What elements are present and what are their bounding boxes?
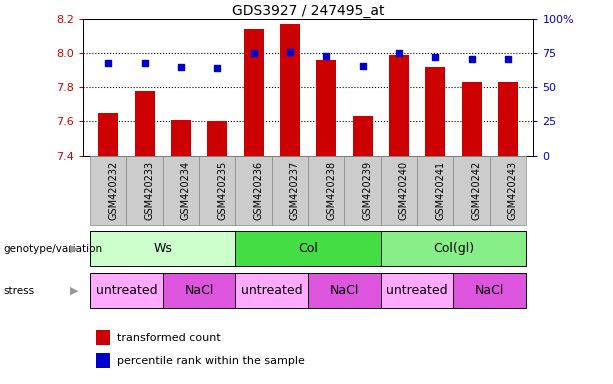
Bar xyxy=(381,273,454,308)
Point xyxy=(503,56,513,62)
Text: NaCl: NaCl xyxy=(475,285,504,297)
Bar xyxy=(454,273,526,308)
Bar xyxy=(389,55,409,156)
Bar xyxy=(381,156,417,225)
Title: GDS3927 / 247495_at: GDS3927 / 247495_at xyxy=(232,4,384,18)
Bar xyxy=(126,156,162,225)
Text: transformed count: transformed count xyxy=(116,333,220,343)
Bar xyxy=(462,82,482,156)
Bar xyxy=(280,24,300,156)
Bar xyxy=(162,156,199,225)
Text: GSM420241: GSM420241 xyxy=(435,161,445,220)
Point xyxy=(430,54,440,60)
Text: untreated: untreated xyxy=(241,285,302,297)
Text: ▶: ▶ xyxy=(70,244,78,254)
Point xyxy=(285,49,295,55)
Bar xyxy=(96,330,110,345)
Bar xyxy=(90,273,162,308)
Text: GSM420237: GSM420237 xyxy=(290,161,300,220)
Bar xyxy=(316,60,336,156)
Bar xyxy=(235,231,381,266)
Text: NaCl: NaCl xyxy=(330,285,359,297)
Point xyxy=(249,50,259,56)
Bar xyxy=(454,156,490,225)
Bar xyxy=(90,156,126,225)
Bar xyxy=(199,156,235,225)
Point xyxy=(357,63,367,69)
Point xyxy=(466,56,476,62)
Text: Ws: Ws xyxy=(153,242,172,255)
Point xyxy=(394,50,404,56)
Text: genotype/variation: genotype/variation xyxy=(3,244,102,254)
Text: GSM420240: GSM420240 xyxy=(399,161,409,220)
Bar xyxy=(417,156,454,225)
Text: untreated: untreated xyxy=(386,285,448,297)
Text: GSM420234: GSM420234 xyxy=(181,161,191,220)
Bar xyxy=(425,67,445,156)
Bar xyxy=(352,116,373,156)
Bar xyxy=(98,113,118,156)
Bar xyxy=(381,231,526,266)
Bar xyxy=(490,156,526,225)
Text: GSM420243: GSM420243 xyxy=(508,161,518,220)
Bar xyxy=(207,121,227,156)
Point xyxy=(212,65,222,71)
Point xyxy=(321,53,331,59)
Text: ▶: ▶ xyxy=(70,286,78,296)
Text: stress: stress xyxy=(3,286,34,296)
Text: Col: Col xyxy=(298,242,318,255)
Bar xyxy=(134,91,154,156)
Bar xyxy=(308,156,345,225)
Text: Col(gl): Col(gl) xyxy=(433,242,474,255)
Text: GSM420238: GSM420238 xyxy=(326,161,336,220)
Point xyxy=(140,60,150,66)
Point xyxy=(103,60,113,66)
Text: untreated: untreated xyxy=(96,285,157,297)
Bar xyxy=(498,82,518,156)
Bar xyxy=(345,156,381,225)
Text: GSM420232: GSM420232 xyxy=(108,161,118,220)
Bar xyxy=(308,273,381,308)
Bar xyxy=(162,273,235,308)
Bar xyxy=(171,120,191,156)
Text: percentile rank within the sample: percentile rank within the sample xyxy=(116,356,305,366)
Text: GSM420242: GSM420242 xyxy=(471,161,482,220)
Bar xyxy=(235,273,308,308)
Bar xyxy=(90,231,235,266)
Text: GSM420233: GSM420233 xyxy=(145,161,154,220)
Point xyxy=(176,64,186,70)
Bar xyxy=(235,156,272,225)
Text: GSM420236: GSM420236 xyxy=(254,161,264,220)
Text: GSM420239: GSM420239 xyxy=(362,161,373,220)
Bar xyxy=(272,156,308,225)
Bar xyxy=(96,353,110,368)
Text: GSM420235: GSM420235 xyxy=(217,161,227,220)
Text: NaCl: NaCl xyxy=(185,285,214,297)
Bar xyxy=(243,30,264,156)
